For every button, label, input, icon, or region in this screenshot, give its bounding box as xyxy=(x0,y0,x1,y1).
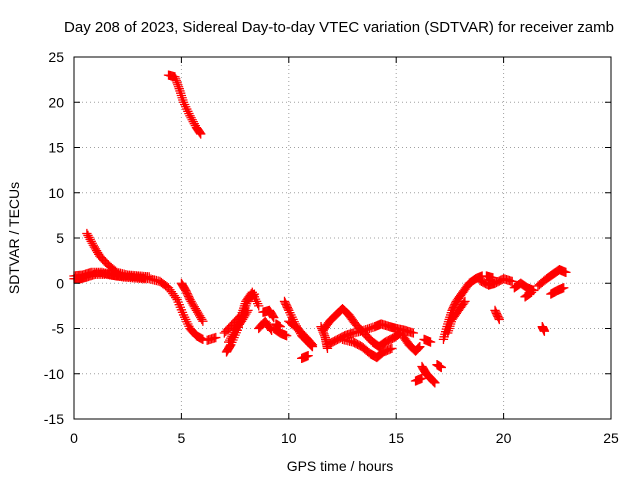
y-tick-label: 5 xyxy=(56,230,64,246)
data-point xyxy=(525,288,536,298)
data-point xyxy=(211,332,221,343)
data-point xyxy=(526,287,537,297)
data-point xyxy=(196,129,206,139)
grid-lines xyxy=(74,57,611,419)
data-point xyxy=(275,322,285,332)
y-tick-label: 15 xyxy=(48,140,64,156)
data-point xyxy=(195,128,205,138)
data-point xyxy=(507,276,517,287)
data-point xyxy=(171,76,182,86)
data-point xyxy=(429,377,439,387)
data-point xyxy=(415,341,425,352)
data-point xyxy=(387,343,397,354)
data-point xyxy=(171,74,181,84)
data-point xyxy=(413,343,424,353)
data-point xyxy=(173,82,184,92)
data-point xyxy=(282,331,292,341)
data-point xyxy=(243,305,253,316)
x-tick-label: 5 xyxy=(178,430,186,446)
x-tick-label: 15 xyxy=(388,430,404,446)
data-point xyxy=(242,307,252,317)
y-axis-ticks: -15 -10 -5 0 5 10 15 20 25 xyxy=(44,49,611,427)
y-tick-label: 20 xyxy=(48,94,64,110)
data-point xyxy=(170,72,180,82)
y-tick-label: -5 xyxy=(52,321,65,337)
data-point xyxy=(417,373,427,383)
data-point xyxy=(197,314,207,325)
data-point xyxy=(539,326,550,336)
y-tick-label: -15 xyxy=(44,411,64,427)
data-point xyxy=(173,80,183,90)
y-tick-label: 0 xyxy=(56,275,64,291)
y-axis-label: SDTVAR / TECUs xyxy=(6,182,22,294)
data-point xyxy=(425,337,436,347)
data-point xyxy=(269,312,279,323)
data-point xyxy=(306,338,317,349)
data-point xyxy=(408,328,419,338)
data-point xyxy=(559,283,569,293)
data-point xyxy=(184,293,194,303)
x-tick-label: 25 xyxy=(603,430,619,446)
data-point xyxy=(414,342,424,353)
data-point xyxy=(488,273,498,283)
x-tick-label: 20 xyxy=(496,430,512,446)
data-point xyxy=(436,362,446,373)
data-point xyxy=(283,304,293,314)
data-point xyxy=(144,272,154,282)
y-tick-label: -10 xyxy=(44,366,64,382)
data-point xyxy=(172,78,182,88)
data-point xyxy=(307,340,318,350)
data-point xyxy=(459,298,469,308)
data-point xyxy=(254,301,264,311)
x-tick-label: 0 xyxy=(70,430,78,446)
chart-title: Day 208 of 2023, Sidereal Day-to-day VTE… xyxy=(64,19,614,36)
data-point xyxy=(268,311,278,322)
data-point xyxy=(303,351,313,361)
x-tick-label: 10 xyxy=(281,430,297,446)
data-point xyxy=(493,313,504,323)
data-point xyxy=(561,267,571,278)
y-tick-label: 25 xyxy=(48,49,64,65)
data-point xyxy=(198,316,208,326)
data-point xyxy=(460,296,470,306)
data-point xyxy=(494,314,504,325)
x-axis-ticks: 0 5 10 15 20 25 xyxy=(70,57,619,446)
y-tick-label: 10 xyxy=(48,185,64,201)
x-axis-label: GPS time / hours xyxy=(287,458,394,474)
data-points xyxy=(69,70,571,388)
data-point xyxy=(430,378,440,388)
data-point xyxy=(428,376,439,386)
